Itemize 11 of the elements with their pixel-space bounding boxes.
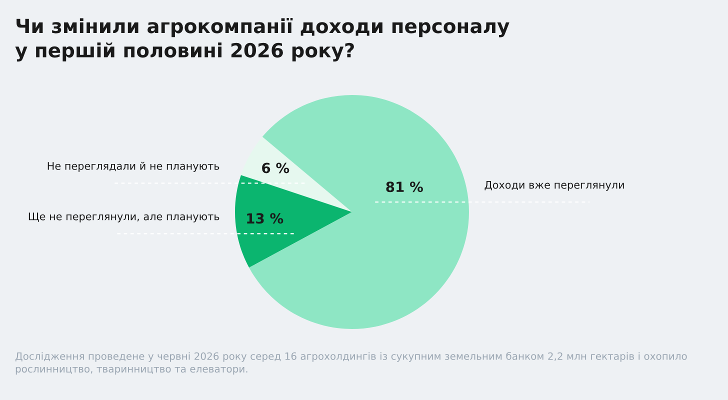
pie-slice: [235, 175, 352, 268]
text: Дослідження проведене у червні 2026 року серед 16 агрохолдингів із сукупним земельним банком 2,2 млн гектарів і охопило рослинництво, тваринництво та елеватори.: [15, 352, 687, 375]
data-label: 81 %: [386, 182, 423, 192]
chart-title: Чи змінили агрокомпанії доходи персоналу у першій половині 2026 року?: [15, 18, 510, 62]
data-label: 6 %: [262, 162, 290, 174]
slice-label: Ще не переглянули, але планують: [28, 212, 220, 222]
pie-slice: [240, 136, 352, 212]
data-label: 13 %: [247, 213, 284, 224]
slice-label: Доходи вже переглянули: [484, 181, 624, 191]
slice-label: Не переглядали й не планують: [48, 162, 220, 172]
pie-slice: [249, 95, 469, 329]
